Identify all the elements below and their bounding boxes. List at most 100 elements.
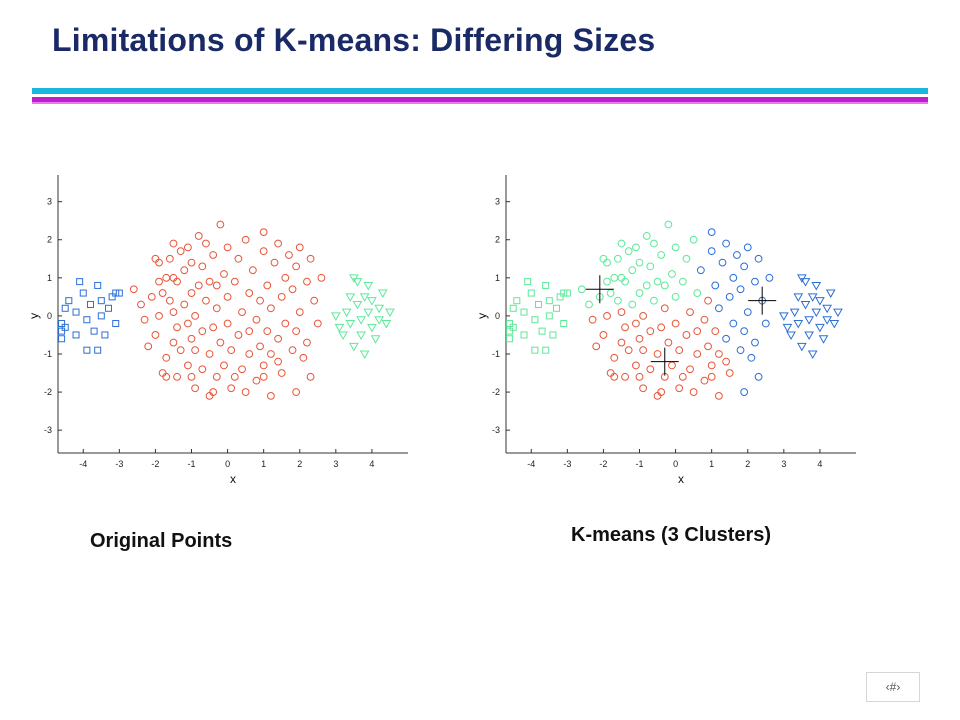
data-point-circle — [743, 243, 752, 252]
data-point-square — [560, 320, 568, 328]
y-tick-label: 2 — [495, 235, 500, 245]
data-point-circle — [180, 266, 189, 275]
data-point-circle — [169, 273, 178, 282]
data-point-triangle — [793, 293, 804, 302]
data-point-circle — [209, 388, 218, 396]
data-point-square — [531, 346, 539, 354]
data-point-circle — [169, 239, 178, 248]
data-point-circle — [245, 289, 254, 297]
data-point-circle — [631, 243, 640, 252]
data-point-circle — [198, 262, 207, 271]
data-point-circle — [621, 372, 629, 381]
data-point-circle — [599, 331, 608, 339]
data-point-circle — [140, 315, 149, 324]
data-point-circle — [259, 247, 268, 256]
y-tick-label: -3 — [44, 425, 52, 435]
data-point-circle — [686, 308, 694, 316]
data-point-square — [86, 300, 94, 308]
data-point-circle — [299, 353, 308, 362]
data-point-circle — [610, 372, 619, 381]
x-tick-label: 1 — [261, 459, 266, 469]
data-point-circle — [704, 342, 712, 351]
data-point-square — [83, 346, 91, 354]
data-point-triangle — [363, 308, 374, 318]
data-point-circle — [675, 384, 684, 393]
centroid-cross-marker — [585, 275, 614, 304]
data-point-triangle — [811, 308, 822, 318]
centroid-cross-marker — [650, 347, 679, 376]
data-point-triangle — [377, 289, 388, 299]
data-point-circle — [653, 350, 662, 358]
data-point-circle — [263, 281, 272, 290]
data-point-circle — [274, 334, 283, 343]
x-tick-label: 4 — [817, 459, 822, 469]
data-point-circle — [646, 327, 655, 336]
data-point-square — [97, 312, 105, 320]
data-point-circle — [711, 281, 720, 290]
data-point-circle — [693, 350, 702, 358]
data-point-circle — [617, 308, 626, 316]
data-point-circle — [668, 361, 676, 370]
data-point-square — [90, 327, 98, 335]
data-point-circle — [234, 254, 243, 263]
data-point-circle — [639, 346, 648, 355]
slide-title: Limitations of K-means: Differing Sizes — [52, 22, 656, 58]
data-point-circle — [639, 384, 648, 393]
data-point-triangle — [338, 331, 348, 340]
data-point-square — [513, 297, 521, 305]
data-point-circle — [700, 376, 709, 385]
data-point-circle — [740, 388, 749, 396]
data-point-circle — [205, 277, 214, 286]
data-point-circle — [303, 277, 311, 286]
data-point-circle — [295, 243, 304, 252]
x-tick-label: 3 — [333, 459, 338, 469]
data-point-triangle — [385, 308, 395, 318]
data-point-circle — [660, 304, 669, 313]
data-point-square — [105, 304, 113, 312]
title-rule-pink — [32, 102, 928, 104]
data-point-circle — [238, 308, 246, 316]
data-point-square — [76, 278, 84, 286]
data-point-triangle — [800, 278, 811, 287]
y-tick-label: 0 — [495, 311, 500, 321]
data-point-circle — [220, 361, 228, 370]
data-point-circle — [628, 266, 637, 275]
data-point-circle — [725, 369, 734, 377]
data-point-triangle — [807, 293, 818, 302]
data-point-circle — [187, 258, 196, 267]
data-point-circle — [592, 342, 601, 351]
data-point-circle — [714, 391, 723, 400]
data-point-circle — [252, 376, 261, 385]
x-tick-label: 0 — [673, 459, 678, 469]
data-point-circle — [714, 304, 723, 313]
data-point-triangle — [359, 293, 370, 302]
data-point-square — [524, 278, 532, 286]
y-tick-label: 2 — [47, 235, 52, 245]
data-point-circle — [180, 300, 189, 309]
x-tick-label: 3 — [781, 459, 786, 469]
data-point-square — [72, 308, 80, 316]
data-point-circle — [288, 285, 297, 294]
data-point-square — [538, 327, 546, 335]
data-point-square — [112, 289, 120, 297]
title-rule-magenta — [32, 97, 928, 102]
data-point-circle — [129, 285, 138, 294]
data-point-triangle — [330, 312, 341, 321]
data-point-triangle — [804, 316, 814, 325]
data-point-circle — [277, 292, 286, 301]
x-tick-label: -2 — [599, 459, 607, 469]
data-point-circle — [668, 270, 676, 278]
data-point-circle — [743, 308, 752, 316]
data-point-circle — [194, 232, 203, 240]
data-point-circle — [245, 327, 254, 336]
data-point-triangle — [367, 297, 377, 306]
x-tick-label: -1 — [187, 459, 195, 469]
data-point-circle — [303, 338, 311, 347]
data-point-triangle — [807, 350, 818, 359]
data-point-circle — [162, 353, 171, 362]
data-point-circle — [711, 327, 720, 336]
data-point-circle — [718, 258, 727, 267]
data-point-circle — [173, 323, 181, 332]
data-point-circle — [722, 239, 731, 248]
data-point-circle — [212, 372, 221, 381]
